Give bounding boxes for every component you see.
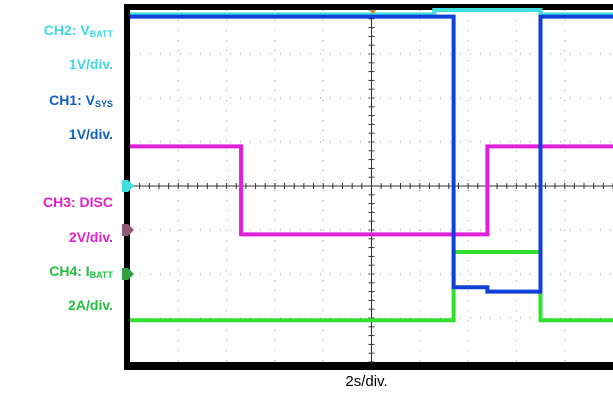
waveform-traces xyxy=(130,8,613,323)
ch3-name-label: CH3: DISC xyxy=(42,194,113,210)
trace-ch4-core xyxy=(130,251,613,321)
channel-markers xyxy=(122,180,134,280)
trigger-position-marker xyxy=(370,10,376,14)
ch2-name-subscript: BATT xyxy=(89,29,113,39)
x-scale-label: 2s/div. xyxy=(345,373,388,390)
ch4-name-text: CH4: I xyxy=(49,263,90,279)
ch1-name-text: CH1: V xyxy=(49,92,95,108)
ch4-name-label: CH4: IBATT xyxy=(49,263,113,280)
ch2-name-text: CH2: V xyxy=(43,22,90,38)
ch4-name-subscript: BATT xyxy=(89,270,113,280)
trace-ch1-core xyxy=(130,16,613,293)
ch4-scale-label: 2A/div. xyxy=(68,297,113,313)
ch2-scale-label: 1V/div. xyxy=(68,56,113,72)
ch1-name-subscript: SYS xyxy=(94,99,113,109)
trace-ch2-core xyxy=(130,9,613,15)
ch2-name-label: CH2: VBATT xyxy=(44,22,113,39)
ch1-scale-label: 1V/div. xyxy=(68,126,113,142)
ch4-ground-marker xyxy=(122,268,134,280)
trace-ch3-core xyxy=(130,145,613,235)
ch3-scale-label: 2V/div. xyxy=(68,229,113,245)
ch1-name-label: CH1: VSYS xyxy=(49,92,113,109)
ch3-ground-marker xyxy=(122,224,134,236)
ch2-ground-marker xyxy=(122,180,134,192)
graticule xyxy=(129,9,613,363)
oscilloscope-screen xyxy=(122,4,613,370)
